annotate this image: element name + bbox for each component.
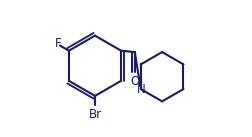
Text: F: F — [55, 37, 62, 50]
Text: N: N — [136, 83, 145, 96]
Text: Br: Br — [88, 108, 101, 121]
Text: O: O — [130, 75, 139, 88]
